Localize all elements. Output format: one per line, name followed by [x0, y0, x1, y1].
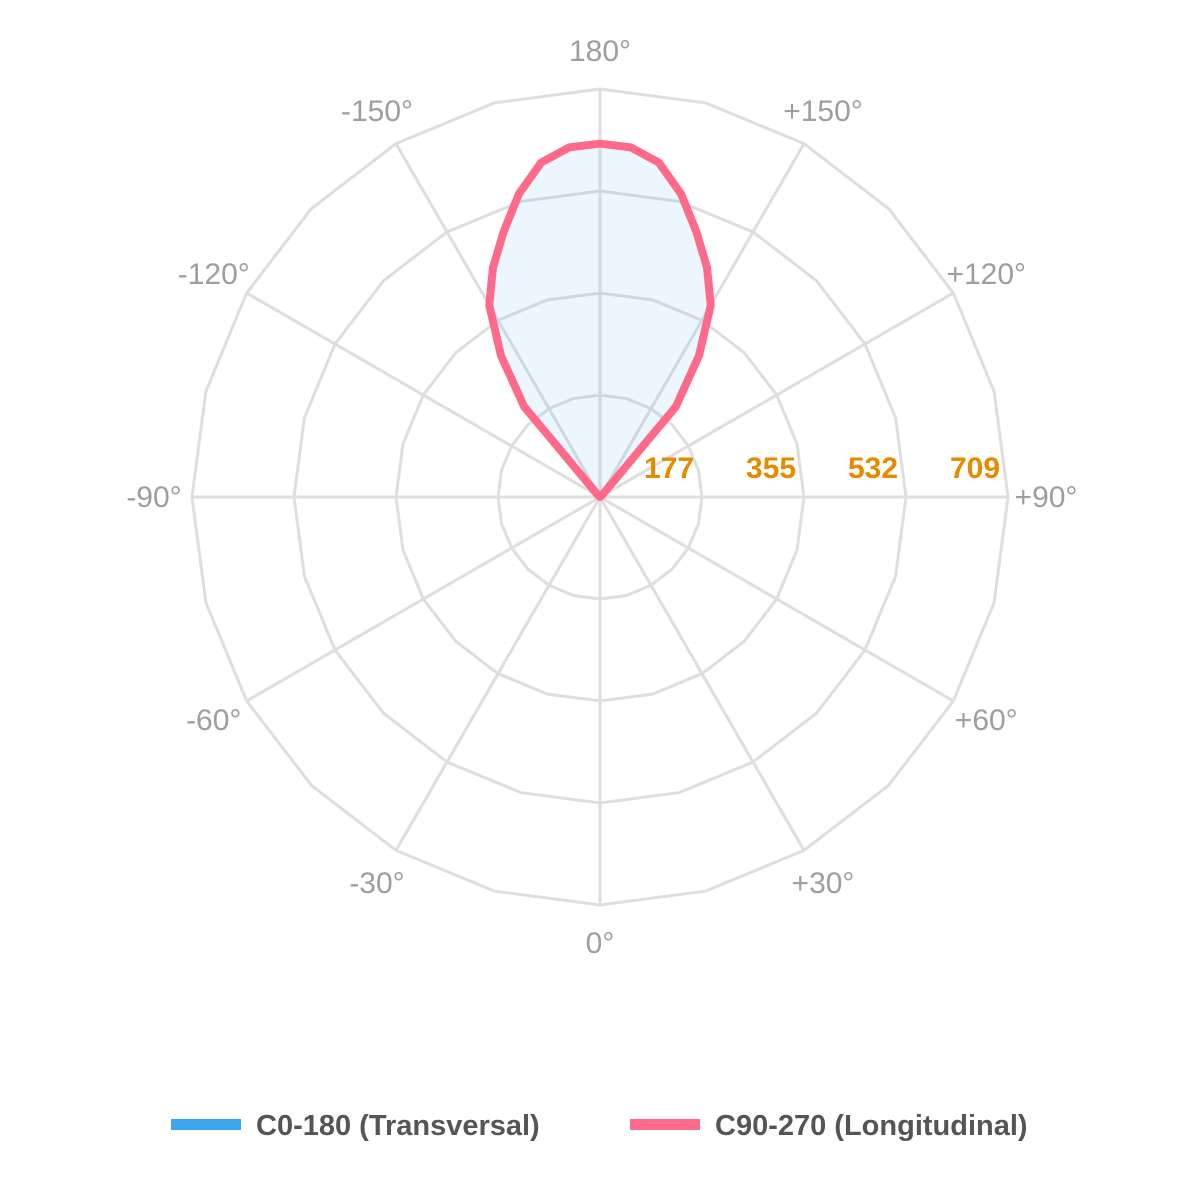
polar-grid	[190, 87, 1010, 907]
series-layer	[485, 139, 715, 501]
legend-swatch-transversal	[171, 1119, 241, 1130]
grid-spoke	[394, 496, 602, 852]
grid-spoke	[245, 495, 601, 703]
angle-tick-label: +90°	[1015, 481, 1078, 514]
angle-tick-label: -90°	[126, 481, 181, 514]
angle-tick-label: +120°	[946, 258, 1026, 291]
series-area-transversal	[489, 143, 711, 497]
angle-tick-label: +30°	[792, 867, 855, 900]
angle-tick-label: -60°	[186, 704, 241, 737]
radial-tick-label: 177	[644, 452, 694, 485]
radial-tick-label: 532	[848, 452, 898, 485]
radial-tick-label: 709	[950, 452, 1000, 485]
grid-spoke	[599, 495, 955, 703]
grid-spoke	[598, 496, 806, 852]
angle-tick-label: 0°	[586, 927, 615, 960]
angle-tick-label: -30°	[349, 867, 404, 900]
legend-item-transversal[interactable]: C0-180 (Transversal)	[171, 1110, 540, 1142]
angle-tick-label: -120°	[178, 258, 250, 291]
legend-label-transversal: C0-180 (Transversal)	[256, 1110, 540, 1142]
legend-label-longitudinal: C90-270 (Longitudinal)	[715, 1110, 1028, 1142]
angle-tick-label: +60°	[955, 704, 1018, 737]
series-line-longitudinal-core	[487, 141, 713, 499]
grid-spoke	[245, 291, 601, 499]
legend-swatch-longitudinal	[630, 1119, 700, 1130]
angle-tick-label: 180°	[569, 35, 631, 68]
radial-tick-label: 355	[746, 452, 796, 485]
grid-spoke	[598, 142, 806, 498]
legend: C0-180 (Transversal) C90-270 (Longitudin…	[171, 1110, 1028, 1142]
grid-spoke	[394, 142, 602, 498]
angle-tick-label: +150°	[783, 95, 863, 128]
legend-item-longitudinal[interactable]: C90-270 (Longitudinal)	[630, 1110, 1028, 1142]
angle-tick-label: -150°	[341, 95, 413, 128]
grid-spoke	[599, 291, 955, 499]
label-layer: 0° +30° +60° +90° +120° +150° 180° -150° -120° -9…	[126, 35, 1077, 960]
